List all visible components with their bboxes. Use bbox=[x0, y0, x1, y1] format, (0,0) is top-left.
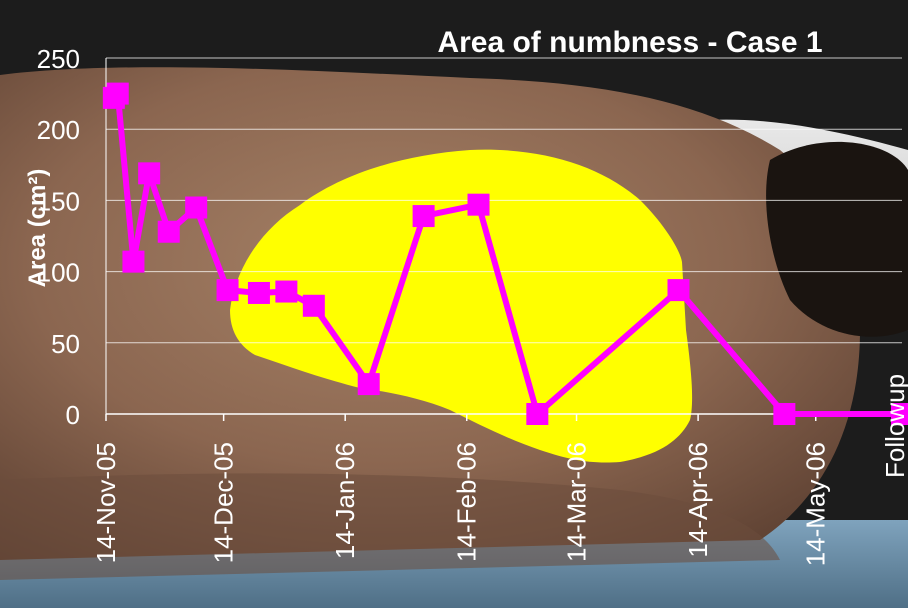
data-point-marker bbox=[891, 403, 908, 425]
x-tick-label: 14-May-06 bbox=[801, 442, 831, 566]
chart-title: Area of numbness - Case 1 bbox=[437, 26, 822, 59]
data-point-marker bbox=[412, 205, 435, 228]
data-point-marker bbox=[185, 196, 208, 219]
y-tick-label: 250 bbox=[37, 44, 80, 74]
series-area bbox=[102, 82, 908, 425]
y-tick-label: 50 bbox=[51, 329, 80, 359]
x-tick-label: 14-Nov-05 bbox=[91, 442, 121, 563]
x-axis: 14-Nov-05 14-Dec-05 14-Jan-06 14-Feb-06 14-M… bbox=[91, 413, 902, 566]
data-point-marker bbox=[275, 280, 298, 303]
data-point-marker bbox=[106, 82, 129, 105]
y-tick-label: 0 bbox=[66, 400, 80, 430]
x-tick-label: 14-Jan-06 bbox=[330, 442, 360, 559]
data-point-marker bbox=[216, 279, 239, 302]
x-tick-label: 14-Mar-06 bbox=[562, 442, 592, 562]
x-tick-label: 14-Apr-06 bbox=[683, 442, 713, 558]
numbness-area bbox=[230, 149, 693, 463]
data-point-marker bbox=[526, 403, 549, 425]
data-point-marker bbox=[138, 162, 161, 185]
x-tick-label: 14-Feb-06 bbox=[452, 442, 482, 562]
y-axis-label: Area (cm²) bbox=[24, 169, 51, 288]
data-point-marker bbox=[122, 250, 145, 273]
data-point-marker bbox=[773, 403, 796, 425]
data-point-marker bbox=[247, 281, 270, 304]
gridlines bbox=[106, 57, 902, 344]
y-tick-label: 200 bbox=[37, 115, 80, 145]
y-axis: 0 50 100 150 200 250 bbox=[37, 44, 107, 430]
y-tick-label: 150 bbox=[37, 186, 80, 216]
data-point-marker bbox=[302, 294, 325, 317]
data-point-marker bbox=[467, 193, 490, 216]
photo-head bbox=[766, 141, 908, 337]
y-tick-label: 100 bbox=[37, 258, 80, 288]
data-point-marker bbox=[667, 279, 690, 302]
data-point-marker bbox=[157, 220, 180, 243]
data-point-marker bbox=[357, 373, 380, 396]
x-tick-label: 14-Dec-05 bbox=[209, 442, 239, 563]
followup-label: Followup bbox=[880, 374, 908, 478]
photo-back-lower bbox=[0, 473, 780, 580]
